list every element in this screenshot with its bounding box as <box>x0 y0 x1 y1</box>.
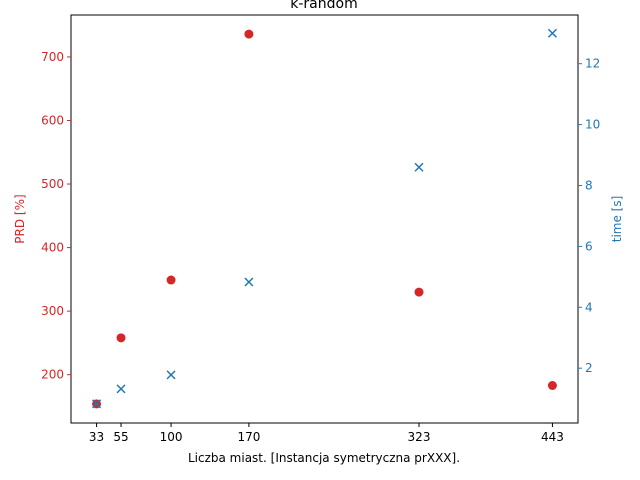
prd-point <box>414 287 424 297</box>
time-point <box>116 384 126 394</box>
data-points <box>92 28 557 409</box>
prd-point <box>166 275 176 285</box>
plot-frame <box>70 14 579 424</box>
right-y-axis: 2 4 6 8 10 12 <box>578 57 600 375</box>
time-point <box>92 399 102 409</box>
left-y-tick-label: 200 <box>41 368 64 382</box>
x-tick-label: 443 <box>541 430 564 444</box>
prd-point <box>116 333 126 343</box>
right-y-tick-label: 12 <box>585 57 600 71</box>
x-axis: 33 55 100 170 323 443 <box>89 423 564 444</box>
prd-point <box>547 381 557 391</box>
x-axis-title: Liczba miast. [Instancja symetryczna prX… <box>188 451 460 465</box>
x-tick-label: 33 <box>89 430 104 444</box>
right-y-axis-title: time [s] <box>610 196 624 243</box>
left-y-axis-title: PRD [%] <box>13 194 27 243</box>
left-y-tick-label: 500 <box>41 177 64 191</box>
left-y-tick-label: 400 <box>41 241 64 255</box>
right-y-tick-label: 8 <box>585 179 593 193</box>
x-tick-label: 100 <box>160 430 183 444</box>
time-point <box>414 162 424 172</box>
x-tick-label: 55 <box>113 430 128 444</box>
left-y-tick-label: 700 <box>41 50 64 64</box>
right-y-tick-label: 6 <box>585 239 593 253</box>
time-point <box>166 370 176 380</box>
right-y-tick-label: 10 <box>585 118 600 132</box>
prd-point <box>244 29 254 39</box>
x-tick-label: 170 <box>237 430 260 444</box>
left-y-tick-label: 600 <box>41 113 64 127</box>
right-y-tick-label: 4 <box>585 300 593 314</box>
x-tick-label: 323 <box>408 430 431 444</box>
time-point <box>547 28 557 38</box>
left-y-axis: 200 300 400 500 600 700 <box>41 50 71 382</box>
left-y-tick-label: 300 <box>41 304 64 318</box>
chart-title: k-random <box>290 0 357 12</box>
right-y-tick-label: 2 <box>585 361 593 375</box>
time-point <box>244 277 254 287</box>
